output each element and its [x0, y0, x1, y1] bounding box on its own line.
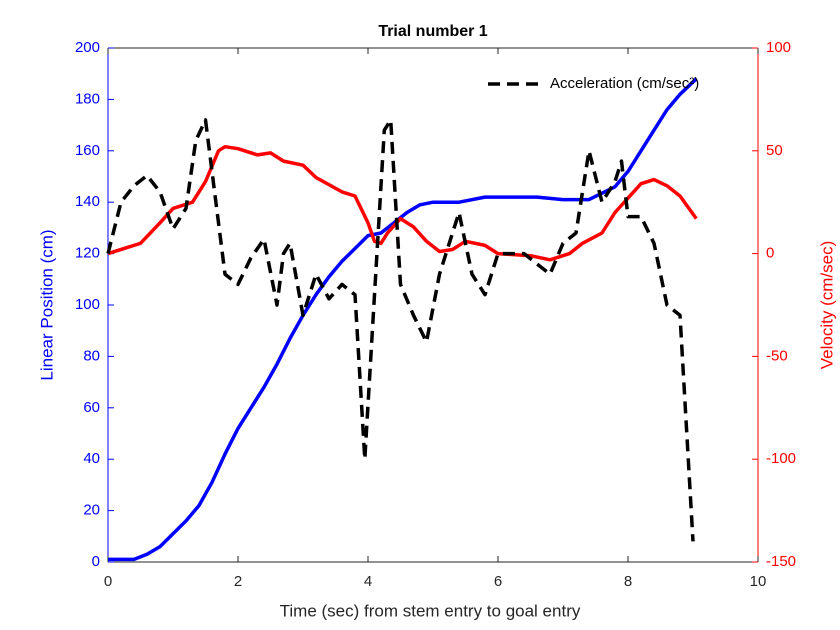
y2-tick-label: 50 — [766, 142, 783, 159]
series-line — [107, 144, 698, 262]
y-tick-label: 200 — [75, 39, 100, 56]
x-tick-label: 8 — [624, 573, 632, 590]
series-line — [106, 118, 695, 542]
y-tick-label: 140 — [75, 193, 100, 210]
y2-tick-label: 100 — [766, 39, 791, 56]
y-tick-label: 60 — [83, 399, 100, 416]
x-tick-label: 0 — [104, 573, 112, 590]
y2-tick-label: -150 — [766, 553, 796, 570]
y-tick-label: 100 — [75, 296, 100, 313]
y-tick-label: 120 — [75, 245, 100, 262]
x-tick-label: 2 — [234, 573, 242, 590]
legend-label: Acceleration (cm/sec²) — [550, 75, 699, 92]
x-tick-label: 4 — [364, 573, 372, 590]
y-tick-label: 0 — [92, 553, 100, 570]
y2-axis-label: Velocity (cm/sec) — [817, 241, 836, 369]
y-tick-label: 180 — [75, 90, 100, 107]
y2-tick-label: 0 — [766, 245, 774, 262]
y-axis-label: Linear Position (cm) — [37, 229, 56, 380]
y-tick-label: 160 — [75, 142, 100, 159]
x-tick-label: 6 — [494, 573, 502, 590]
y-tick-label: 80 — [83, 347, 100, 364]
y2-tick-label: -100 — [766, 450, 796, 467]
y-tick-label: 20 — [83, 502, 100, 519]
x-axis-label: Time (sec) from stem entry to goal entry — [280, 601, 581, 620]
x-tick-label: 10 — [750, 573, 767, 590]
y2-tick-label: -50 — [766, 347, 788, 364]
chart-title: Trial number 1 — [378, 23, 487, 40]
y-tick-label: 40 — [83, 450, 100, 467]
